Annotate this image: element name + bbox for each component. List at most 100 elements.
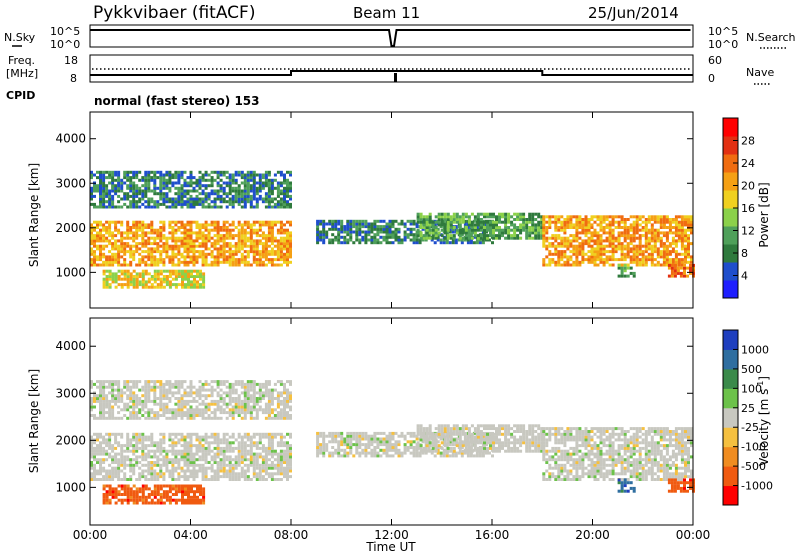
power-cell <box>126 236 130 240</box>
velocity-cell <box>156 411 160 415</box>
power-cell <box>498 236 501 240</box>
power-cell <box>108 272 112 276</box>
power-cell <box>545 215 549 219</box>
power-cell <box>177 239 181 243</box>
power-cell <box>190 272 193 276</box>
colorbar-tick-label: 28 <box>741 135 755 148</box>
power-cell <box>334 227 338 231</box>
power-cell <box>222 244 226 248</box>
velocity-cell <box>174 487 178 491</box>
velocity-cell <box>174 466 178 470</box>
power-cell <box>105 194 109 198</box>
velocity-cell <box>141 469 145 473</box>
power-cell <box>237 173 241 177</box>
power-cell <box>147 200 151 204</box>
power-cell <box>590 260 594 264</box>
velocity-cell <box>144 501 148 505</box>
power-cell <box>189 170 193 174</box>
power-cell <box>596 255 600 259</box>
velocity-cell <box>201 394 205 398</box>
velocity-cell <box>162 478 166 481</box>
velocity-cell <box>340 431 344 435</box>
velocity-cell <box>258 394 262 398</box>
power-cell <box>138 197 142 201</box>
velocity-cell <box>165 402 169 406</box>
power-cell <box>349 230 353 234</box>
power-cell <box>117 263 121 267</box>
velocity-cell <box>237 394 241 398</box>
power-cell <box>563 226 567 229</box>
power-cell <box>213 205 217 209</box>
velocity-cell <box>249 455 253 459</box>
power-cell <box>261 181 265 185</box>
power-cell <box>689 271 692 275</box>
velocity-cell <box>138 435 142 439</box>
power-cell <box>358 227 362 231</box>
power-cell <box>449 220 453 224</box>
velocity-cell <box>102 441 106 445</box>
velocity-cell <box>234 388 238 392</box>
velocity-cell <box>234 397 238 400</box>
velocity-cell <box>150 388 154 392</box>
power-cell <box>289 202 292 206</box>
power-cell <box>102 194 106 198</box>
power-cell <box>581 223 585 227</box>
power-cell <box>463 219 467 223</box>
power-cell <box>608 228 612 232</box>
power-cell <box>120 244 124 248</box>
power-cell <box>331 222 335 226</box>
velocity-cell <box>240 380 244 384</box>
velocity-cell <box>114 487 118 491</box>
velocity-cell <box>153 416 157 420</box>
power-cell <box>129 247 133 251</box>
power-cell <box>132 194 136 198</box>
power-cell <box>620 252 624 256</box>
power-cell <box>394 233 398 237</box>
power-cell <box>276 184 280 188</box>
power-cell <box>328 219 332 223</box>
power-cell <box>467 228 471 232</box>
velocity-cell <box>249 380 253 384</box>
power-cell <box>228 189 232 193</box>
power-cell <box>141 184 145 188</box>
velocity-cell <box>252 394 256 398</box>
power-cell <box>473 228 477 232</box>
power-cell <box>267 220 271 224</box>
power-cell <box>473 223 477 227</box>
power-cell <box>289 189 292 193</box>
power-cell <box>632 239 636 243</box>
power-cell <box>572 263 576 267</box>
power-cell <box>132 170 136 174</box>
power-cell <box>219 226 223 229</box>
power-cell <box>439 225 443 229</box>
power-cell <box>198 202 202 206</box>
power-cell <box>443 212 447 216</box>
power-cell <box>183 244 187 248</box>
power-cell <box>141 250 145 254</box>
power-cell <box>684 215 687 219</box>
power-cell <box>331 233 335 237</box>
power-cell <box>114 178 118 182</box>
power-cell <box>144 178 148 182</box>
power-cell <box>531 231 535 235</box>
power-cell <box>569 234 573 238</box>
velocity-cell <box>90 475 93 479</box>
velocity-cell <box>186 452 190 456</box>
power-cell <box>551 236 555 240</box>
power-cell <box>237 170 241 174</box>
velocity-cell <box>162 385 166 389</box>
power-cell <box>611 220 615 224</box>
velocity-cell <box>156 478 160 481</box>
power-cell <box>156 275 160 278</box>
power-cell <box>111 234 115 238</box>
velocity-cell <box>114 382 118 386</box>
power-cell <box>96 255 99 259</box>
power-cell <box>177 173 181 177</box>
power-cell <box>192 231 196 235</box>
power-cell <box>201 200 205 204</box>
power-cell <box>620 242 624 246</box>
power-cell <box>428 212 432 216</box>
power-cell <box>446 236 450 240</box>
power-cell <box>162 184 166 188</box>
power-cell <box>569 239 573 243</box>
